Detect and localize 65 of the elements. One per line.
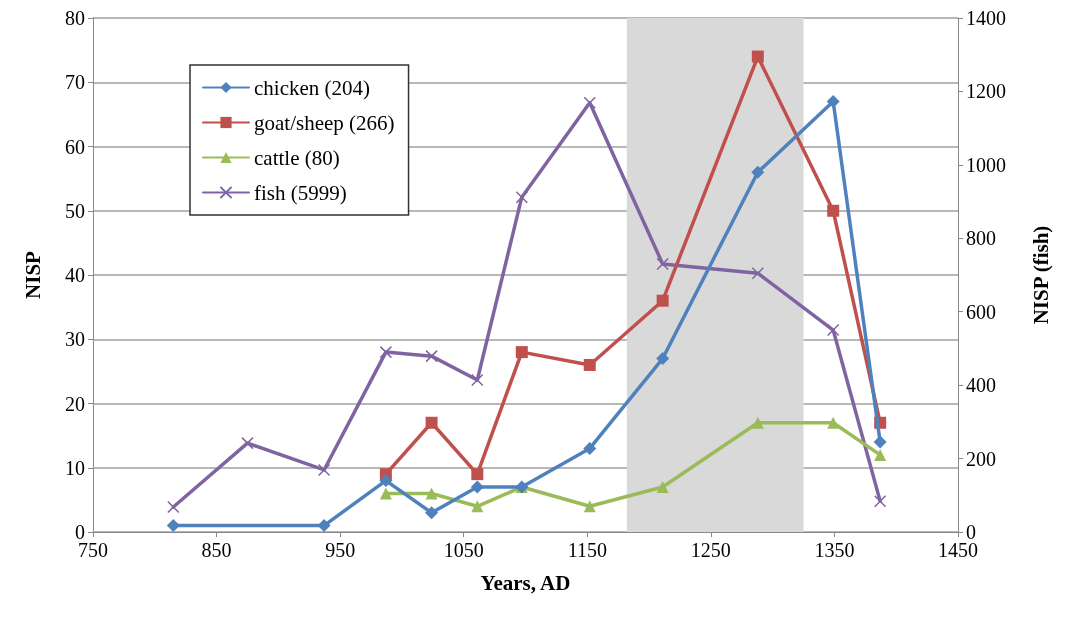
point: [167, 500, 180, 514]
point: [425, 349, 438, 363]
point: [241, 436, 254, 450]
point: [425, 506, 439, 520]
y2-tick-label: 1000: [966, 153, 1006, 176]
point: [751, 50, 764, 63]
point: [471, 468, 484, 481]
point: [656, 257, 669, 271]
legend-label: cattle (80): [254, 145, 340, 170]
point: [379, 474, 393, 488]
point: [317, 519, 331, 533]
y2-tick-label: 600: [966, 300, 996, 323]
y2-tick-label: 400: [966, 374, 996, 397]
point: [751, 416, 764, 429]
point: [583, 500, 596, 513]
point: [515, 190, 529, 204]
x-tick-label: 950: [325, 539, 356, 561]
legend-label: chicken (204): [254, 75, 371, 100]
point: [471, 500, 484, 513]
y2-tick-label: 200: [966, 447, 996, 470]
point: [656, 294, 669, 307]
point: [827, 204, 840, 217]
y2-axis-title: NISP (fish): [1028, 225, 1053, 325]
point: [826, 323, 840, 337]
legend-label: goat/sheep (266): [254, 110, 395, 135]
x-tick-label: 1250: [690, 539, 731, 561]
y-tick-label: 40: [65, 264, 85, 286]
point: [515, 346, 528, 359]
point: [425, 487, 438, 500]
point: [751, 266, 765, 280]
y-tick-label: 20: [65, 392, 85, 415]
y-tick-label: 30: [65, 328, 85, 351]
x-tick-label: 850: [201, 539, 232, 561]
point: [583, 96, 597, 110]
point: [379, 345, 393, 359]
point: [583, 441, 597, 455]
point: [656, 481, 669, 494]
x-tick-label: 1150: [567, 539, 607, 561]
point: [874, 448, 887, 461]
y-tick-label: 70: [65, 71, 85, 94]
point: [425, 416, 438, 429]
y-axis-title: NISP: [20, 250, 45, 299]
x-tick-label: 1050: [443, 539, 484, 561]
point: [470, 480, 484, 494]
y2-tick-label: 800: [966, 227, 996, 250]
y-tick-label: 80: [65, 7, 85, 29]
x-tick-label: 1350: [814, 539, 855, 561]
x-axis-title: Years, AD: [480, 570, 571, 595]
y-tick-label: 60: [65, 135, 85, 158]
legend-label: fish (5999): [254, 180, 347, 205]
y2-tick-label: 1400: [966, 7, 1006, 29]
y-tick-label: 10: [65, 456, 85, 479]
point: [751, 165, 765, 179]
point: [379, 487, 392, 500]
point: [317, 463, 331, 477]
point: [873, 435, 887, 449]
point: [583, 358, 596, 371]
point: [826, 95, 840, 109]
y-tick-label: 50: [65, 199, 85, 222]
point: [656, 352, 670, 366]
y2-tick-label: 1200: [966, 80, 1006, 103]
point: [827, 416, 840, 429]
point: [166, 519, 180, 533]
point: [471, 373, 484, 387]
point: [873, 494, 887, 508]
